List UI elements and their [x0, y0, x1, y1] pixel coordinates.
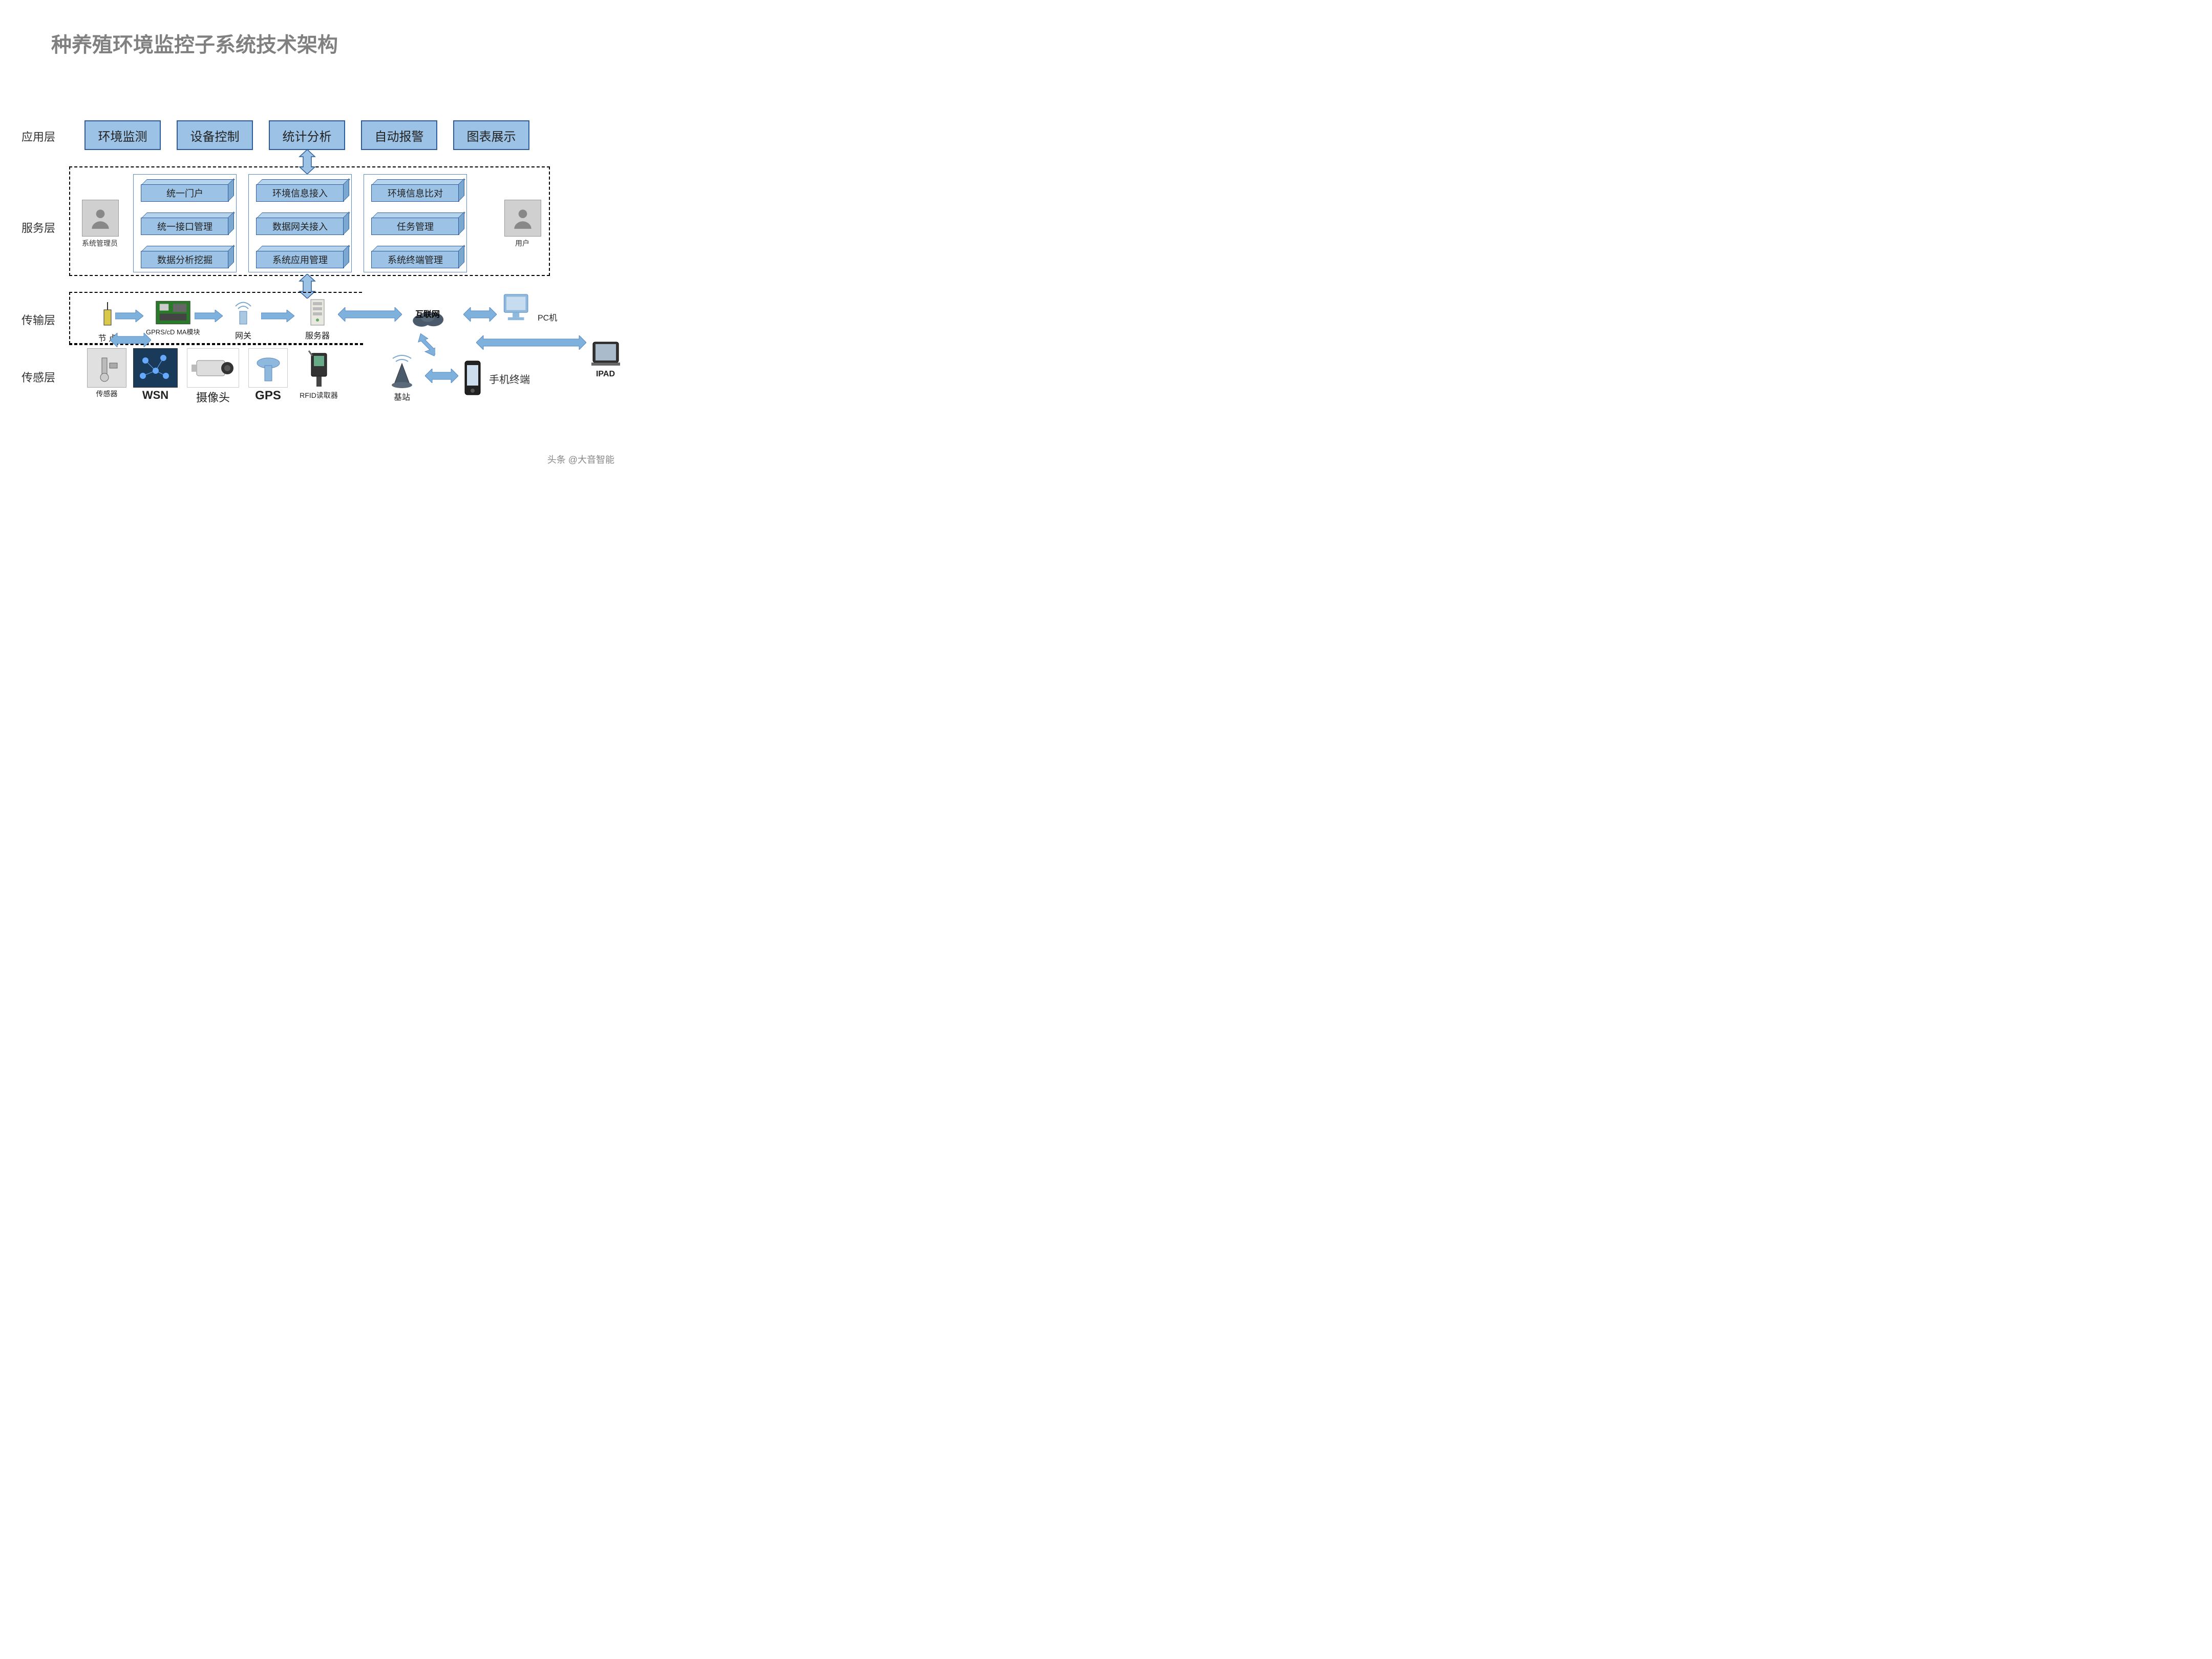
device-ipad: IPAD — [589, 338, 622, 379]
layer-label-transport: 传输层 — [22, 311, 55, 328]
layer-label-sensor: 传感层 — [22, 369, 55, 385]
device-server: 服务器 — [300, 297, 335, 341]
arrow-server-internet — [338, 307, 402, 322]
arrow-app-service — [297, 150, 317, 174]
phone-label: 手机终端 — [489, 371, 530, 386]
device-camera: 摄像头 — [187, 348, 239, 405]
server-icon — [300, 297, 335, 328]
arrow-internet-base — [415, 333, 435, 358]
device-gps: GPS — [248, 348, 288, 403]
page-title: 种养殖环境监控子系统技术架构 — [51, 28, 338, 58]
pc-icon — [499, 292, 535, 323]
device-gateway: 网关 — [225, 297, 261, 341]
app-box-stat-analysis: 统计分析 — [269, 120, 345, 150]
layer-label-app: 应用层 — [22, 128, 55, 144]
layer-label-service: 服务层 — [22, 219, 55, 236]
rfid-icon — [300, 348, 338, 389]
phone-icon — [461, 358, 484, 397]
sensor-icon — [87, 348, 126, 388]
admin-label: 系统管理员 — [77, 238, 123, 248]
arrow-gprs-gateway — [195, 310, 223, 322]
gps-icon — [248, 348, 288, 388]
wsn-icon — [133, 348, 178, 388]
base-station-icon — [387, 353, 417, 389]
device-wsn: WSN — [133, 348, 178, 402]
ipad-icon — [589, 338, 622, 369]
admin-avatar-icon — [82, 200, 119, 237]
arrow-gateway-server — [261, 310, 294, 322]
arrow-node-gprs — [115, 310, 143, 322]
arrow-pc-ipad — [476, 335, 586, 350]
device-gprs: GPRS/cD MA模块 — [146, 297, 200, 336]
user-label: 用户 — [512, 238, 533, 248]
watermark: 头条 @大音智能 — [547, 453, 614, 466]
user-avatar-icon — [504, 200, 541, 237]
app-box-auto-alarm: 自动报警 — [361, 120, 437, 150]
arrow-internet-pc — [463, 307, 497, 322]
device-phone — [461, 358, 484, 397]
device-rfid: RFID读取器 — [300, 348, 338, 400]
app-box-chart-display: 图表展示 — [453, 120, 529, 150]
device-sensor: 传感器 — [87, 348, 126, 399]
circuit-board-icon — [155, 297, 191, 328]
device-internet: 互联网 — [410, 302, 445, 333]
app-box-env-monitor: 环境监测 — [84, 120, 161, 150]
app-box-device-control: 设备控制 — [177, 120, 253, 150]
arrow-base-phone — [425, 369, 458, 383]
device-base-station: 基站 — [387, 353, 417, 402]
device-pc: PC机 — [499, 292, 535, 323]
gateway-icon — [225, 297, 261, 328]
arrow-gprs-sensor — [110, 333, 151, 347]
camera-icon — [187, 348, 239, 388]
